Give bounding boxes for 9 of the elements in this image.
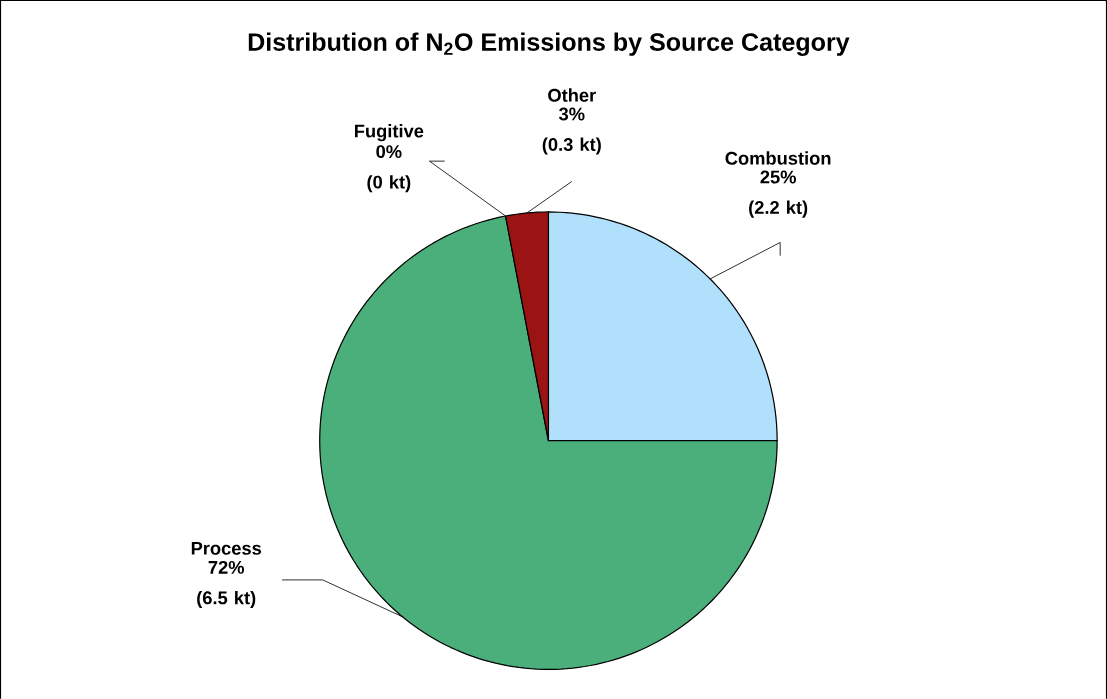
data-label: 72% (6.5 kt) <box>197 560 256 608</box>
slice-label: Process <box>191 541 262 555</box>
data-label: 3% (0.3 kt) <box>542 107 601 155</box>
text: 0% (0 kt) <box>367 144 411 193</box>
chart-title: Distribution of N$_{2}$O Emissions by Source Category <box>248 32 850 56</box>
data-label: 25% (2.2 kt) <box>749 170 808 218</box>
slice-label: Combustion <box>725 151 831 165</box>
slice-label: Other <box>548 88 596 102</box>
category-label: Fugitive <box>355 123 424 142</box>
